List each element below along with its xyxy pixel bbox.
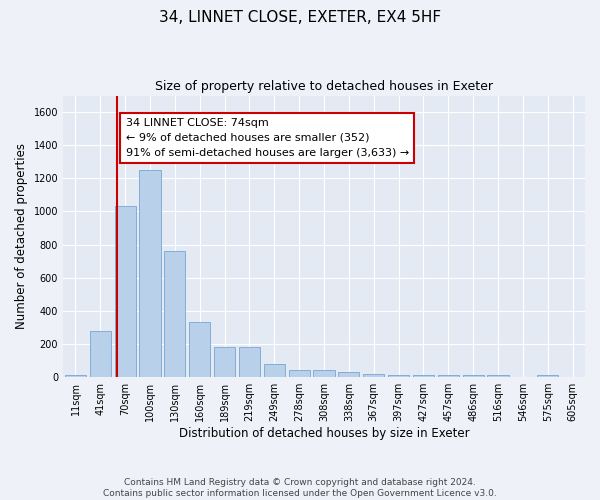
Bar bbox=[463, 376, 484, 377]
Bar bbox=[338, 372, 359, 377]
Bar bbox=[388, 374, 409, 377]
Bar bbox=[214, 347, 235, 377]
Bar bbox=[264, 364, 285, 377]
X-axis label: Distribution of detached houses by size in Exeter: Distribution of detached houses by size … bbox=[179, 427, 469, 440]
Text: 34 LINNET CLOSE: 74sqm
← 9% of detached houses are smaller (352)
91% of semi-det: 34 LINNET CLOSE: 74sqm ← 9% of detached … bbox=[125, 118, 409, 158]
Bar bbox=[413, 376, 434, 377]
Bar bbox=[487, 376, 509, 377]
Text: Contains HM Land Registry data © Crown copyright and database right 2024.
Contai: Contains HM Land Registry data © Crown c… bbox=[103, 478, 497, 498]
Bar bbox=[363, 374, 384, 377]
Bar bbox=[139, 170, 161, 377]
Bar bbox=[438, 376, 459, 377]
Bar bbox=[289, 370, 310, 377]
Bar bbox=[164, 251, 185, 377]
Y-axis label: Number of detached properties: Number of detached properties bbox=[15, 144, 28, 330]
Bar bbox=[239, 347, 260, 377]
Bar bbox=[537, 376, 558, 377]
Bar bbox=[65, 376, 86, 377]
Bar bbox=[313, 370, 335, 377]
Bar bbox=[90, 330, 111, 377]
Text: 34, LINNET CLOSE, EXETER, EX4 5HF: 34, LINNET CLOSE, EXETER, EX4 5HF bbox=[159, 10, 441, 25]
Title: Size of property relative to detached houses in Exeter: Size of property relative to detached ho… bbox=[155, 80, 493, 93]
Bar bbox=[115, 206, 136, 377]
Bar bbox=[189, 322, 211, 377]
